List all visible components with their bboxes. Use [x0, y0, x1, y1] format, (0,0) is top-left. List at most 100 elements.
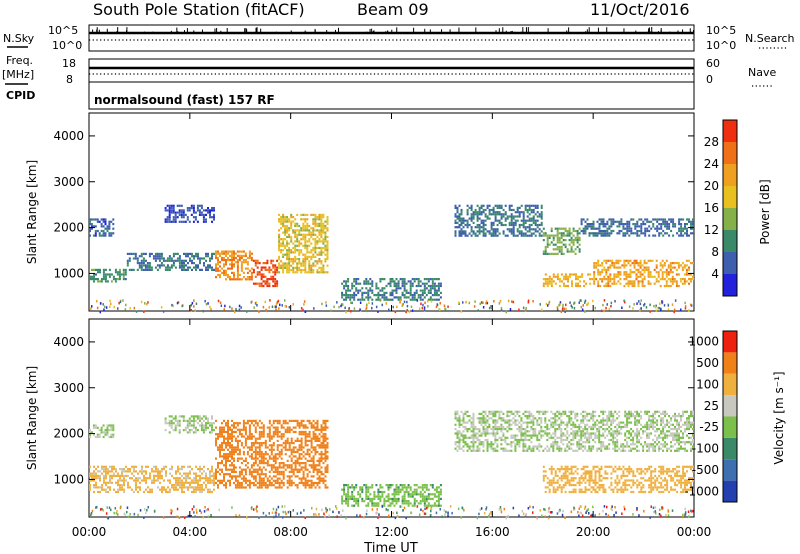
echo-cell: [588, 232, 591, 235]
echo-cell: [454, 441, 457, 444]
echo-cell: [306, 419, 309, 422]
echo-cell: [195, 488, 197, 491]
echo-cell: [320, 229, 323, 232]
echo-cell: [405, 488, 408, 491]
echo-cell: [411, 278, 414, 281]
echo-cell: [567, 280, 569, 283]
echo-cell: [244, 464, 247, 467]
echo-cell: [264, 280, 267, 283]
echo-cell: [294, 224, 297, 228]
echo-cell: [318, 240, 321, 243]
echo-cell: [266, 284, 269, 288]
echo-cell: [314, 468, 317, 471]
echo-cell: [322, 229, 325, 232]
echo-cell: [217, 261, 219, 264]
echo-cell: [123, 490, 125, 494]
noise-cell: [105, 306, 108, 309]
echo-cell: [298, 426, 301, 429]
echo-cell: [462, 449, 465, 452]
noise-cell: [561, 307, 564, 311]
echo-cell: [395, 500, 398, 503]
noise-cell: [275, 302, 278, 305]
echo-cell: [185, 474, 187, 477]
echo-cell: [308, 233, 311, 236]
echo-cell: [480, 443, 483, 446]
echo-cell: [593, 266, 596, 269]
echo-cell: [415, 488, 418, 491]
echo-cell: [244, 473, 247, 476]
echo-cell: [107, 490, 109, 494]
echo-cell: [681, 278, 684, 281]
echo-cell: [256, 259, 259, 262]
echo-cell: [615, 266, 618, 269]
echo-cell: [139, 488, 141, 491]
echo-cell: [308, 422, 311, 425]
echo-cell: [546, 252, 549, 255]
echo-cell: [653, 268, 656, 271]
echo-cell: [282, 466, 285, 469]
echo-cell: [145, 465, 147, 468]
noise-cell: [193, 299, 195, 302]
noise-cell: [657, 306, 659, 310]
echo-cell: [600, 223, 603, 226]
echo-cell: [276, 268, 279, 271]
echo-cell: [351, 497, 354, 500]
echo-cell: [326, 457, 329, 460]
echo-cell: [634, 232, 637, 235]
echo-cell: [534, 221, 537, 224]
echo-cell: [326, 255, 329, 258]
echo-cell: [472, 232, 475, 235]
colorbar-tick-label: 12: [704, 223, 719, 237]
echo-cell: [223, 437, 225, 440]
echo-cell: [375, 294, 378, 297]
echo-cell: [104, 275, 107, 278]
echo-cell: [367, 280, 370, 283]
echo-cell: [679, 280, 682, 283]
echo-cell: [316, 260, 319, 263]
echo-cell: [488, 211, 491, 214]
echo-cell: [185, 259, 187, 262]
noise-cell: [117, 307, 119, 310]
echo-cell: [320, 470, 323, 473]
echo-cell: [608, 218, 611, 221]
echo-cell: [510, 213, 513, 216]
echo-cell: [91, 268, 93, 271]
echo-cell: [401, 488, 404, 491]
echo-cell: [462, 217, 465, 220]
echo-cell: [347, 504, 350, 507]
echo-cell: [357, 493, 360, 496]
echo-cell: [225, 259, 227, 262]
echo-cell: [357, 289, 360, 292]
echo-cell: [405, 282, 408, 285]
echo-cell: [252, 484, 255, 487]
noise-cell: [405, 310, 407, 314]
echo-cell: [431, 484, 434, 487]
echo-cell: [227, 267, 229, 270]
echo-cell: [132, 257, 135, 260]
echo-cell: [633, 284, 636, 288]
echo-cell: [644, 223, 647, 226]
echo-cell: [229, 437, 231, 440]
echo-cell: [170, 204, 173, 207]
echo-cell: [385, 484, 388, 487]
echo-cell: [522, 219, 525, 222]
echo-cell: [179, 481, 181, 484]
echo-cell: [290, 466, 293, 469]
echo-cell: [231, 450, 233, 454]
echo-cell: [97, 278, 99, 281]
echo-cell: [383, 500, 386, 503]
echo-cell: [324, 424, 327, 427]
echo-cell: [294, 462, 297, 465]
echo-cell: [161, 490, 163, 494]
echo-cell: [304, 424, 307, 427]
echo-cell: [244, 428, 247, 431]
echo-cell: [203, 257, 205, 260]
echo-cell: [294, 271, 297, 274]
echo-cell: [166, 264, 169, 267]
echo-cell: [157, 486, 159, 489]
echo-cell: [236, 442, 239, 445]
echo-cell: [110, 220, 113, 223]
noise-cell: [99, 310, 101, 314]
echo-cell: [188, 207, 191, 210]
